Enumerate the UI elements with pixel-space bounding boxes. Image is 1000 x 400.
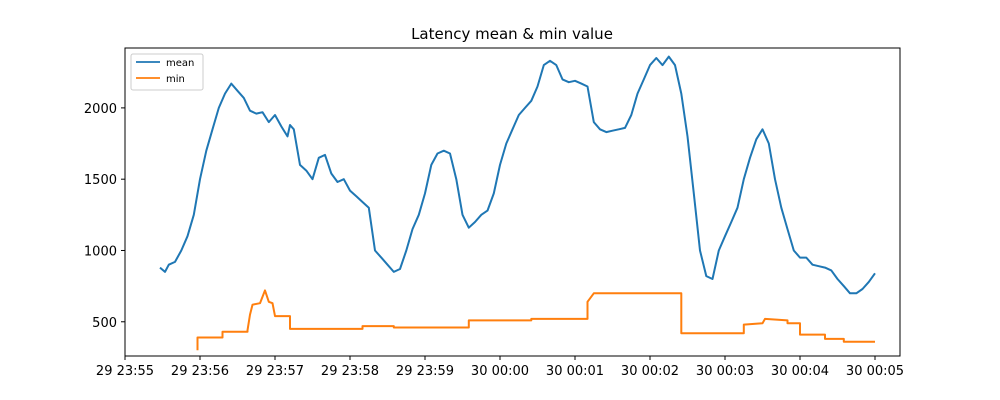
series-line-mean <box>159 55 876 295</box>
chart-title: Latency mean & min value <box>411 25 613 43</box>
axes-frame <box>124 47 901 357</box>
y-tick-label: 1500 <box>84 173 117 188</box>
x-tick-label: 29 23:57 <box>246 364 304 379</box>
y-axis: 500 1000 1500 2000 <box>84 102 125 331</box>
x-tick-label: 30 00:00 <box>471 364 529 379</box>
y-tick-label: 1000 <box>84 244 117 259</box>
x-tick-label: 29 23:58 <box>321 364 379 379</box>
series-line-min <box>196 289 875 351</box>
x-tick-label: 29 23:55 <box>96 364 154 379</box>
x-tick-label: 29 23:59 <box>396 364 454 379</box>
y-tick-label: 2000 <box>84 102 117 117</box>
x-tick-label: 30 00:04 <box>771 364 829 379</box>
plot-series <box>159 55 876 351</box>
x-tick-label: 30 00:01 <box>546 364 604 379</box>
x-axis: 29 23:55 29 23:56 29 23:57 29 23:58 29 23:59… <box>96 356 904 379</box>
legend-label-min: min <box>166 74 185 85</box>
legend-box <box>130 53 204 91</box>
x-tick-label: 30 00:03 <box>696 364 754 379</box>
x-tick-label: 30 00:02 <box>621 364 679 379</box>
x-tick-label: 29 23:56 <box>171 364 229 379</box>
y-tick-label: 500 <box>92 316 117 331</box>
legend: mean min <box>130 53 204 91</box>
x-tick-label: 30 00:05 <box>846 364 904 379</box>
legend-label-mean: mean <box>166 58 194 69</box>
